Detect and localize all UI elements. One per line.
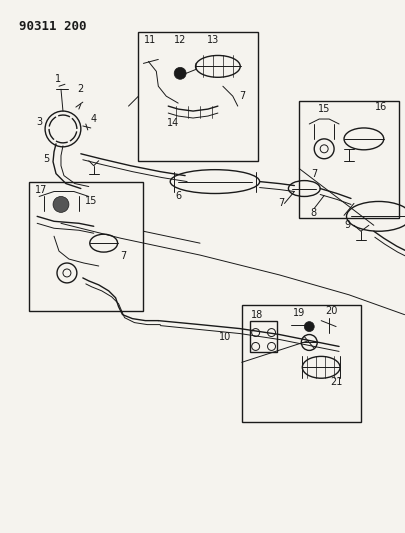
Circle shape xyxy=(304,321,313,332)
Text: 8: 8 xyxy=(309,208,315,219)
Text: 3: 3 xyxy=(36,117,42,127)
Text: 7: 7 xyxy=(120,251,126,261)
Text: 17: 17 xyxy=(35,184,47,195)
Text: 6: 6 xyxy=(175,191,181,201)
Text: 2: 2 xyxy=(77,84,84,94)
Text: 13: 13 xyxy=(206,35,219,45)
Text: 12: 12 xyxy=(173,35,186,45)
Text: 15: 15 xyxy=(84,197,97,206)
Text: 20: 20 xyxy=(324,306,337,316)
Circle shape xyxy=(174,67,185,79)
Text: 5: 5 xyxy=(43,154,49,164)
Text: 19: 19 xyxy=(292,308,305,318)
Text: 15: 15 xyxy=(317,104,330,114)
Text: 18: 18 xyxy=(250,310,262,320)
Text: 16: 16 xyxy=(374,102,386,112)
Text: 4: 4 xyxy=(90,114,96,124)
Bar xyxy=(241,305,360,422)
Text: 11: 11 xyxy=(144,35,156,45)
Bar xyxy=(138,31,257,161)
Text: 1: 1 xyxy=(55,74,61,84)
Text: 7: 7 xyxy=(310,168,317,179)
Bar xyxy=(298,101,398,219)
Text: 10: 10 xyxy=(218,332,230,342)
Bar xyxy=(29,182,143,311)
Text: 9: 9 xyxy=(343,220,349,230)
Circle shape xyxy=(53,197,69,212)
Text: 14: 14 xyxy=(167,118,179,128)
Text: 90311 200: 90311 200 xyxy=(19,20,87,33)
Bar xyxy=(249,321,277,352)
Text: 7: 7 xyxy=(239,91,245,101)
Text: 21: 21 xyxy=(329,377,341,387)
Text: 7: 7 xyxy=(278,198,284,208)
